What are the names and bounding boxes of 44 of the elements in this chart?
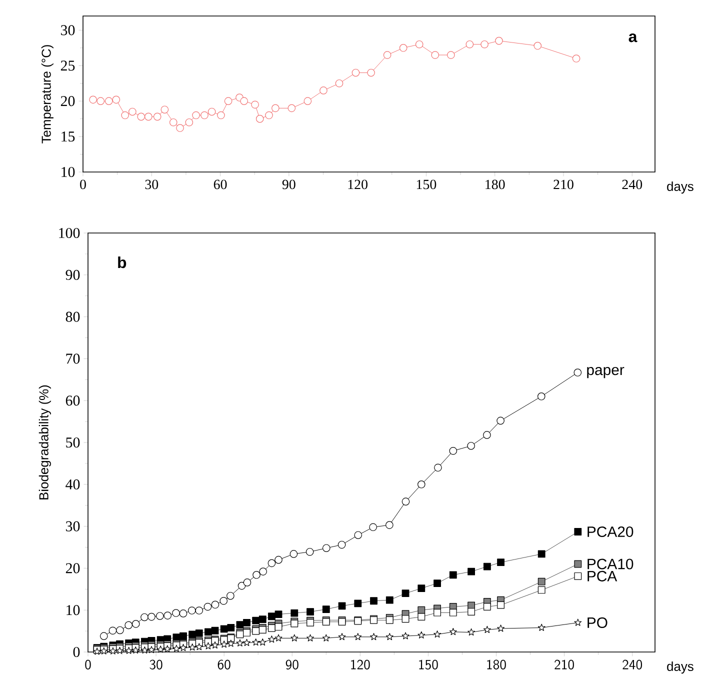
x-tick-label: 60 — [218, 660, 230, 670]
series-label: PCA20 — [588, 526, 634, 538]
series-label: PO — [588, 617, 608, 628]
y-axis-title: Temperature (°C) — [41, 45, 54, 144]
y-tick-label: 30 — [66, 521, 80, 532]
series-label: paper — [587, 366, 624, 378]
x-tick-label: 240 — [622, 180, 642, 190]
y-tick-label: 10 — [66, 605, 80, 616]
y-tick-label: 80 — [66, 312, 80, 322]
x-axis-title: days — [667, 662, 694, 674]
x-tick-label: 150 — [416, 180, 436, 190]
y-tick-label: 10 — [62, 166, 75, 178]
series-label: PCA10 — [588, 558, 634, 570]
x-tick-label: 30 — [150, 660, 162, 670]
y-tick-label: 40 — [66, 479, 80, 490]
y-tick-label: 60 — [66, 396, 80, 406]
x-tick-label: 60 — [214, 180, 227, 190]
x-tick-label: 180 — [487, 660, 506, 670]
x-tick-label: 150 — [419, 660, 438, 670]
y-tick-label: 70 — [66, 354, 80, 364]
x-tick-label: 30 — [145, 180, 158, 190]
x-tick-label: 210 — [554, 180, 574, 190]
y-tick-label: 25 — [60, 60, 75, 71]
y-tick-label: 90 — [66, 270, 80, 280]
x-tick-label: 90 — [282, 180, 296, 190]
y-tick-label: 15 — [62, 132, 75, 142]
x-tick-label: 120 — [351, 660, 370, 670]
y-tick-label: 50 — [66, 437, 80, 448]
x-tick-label: 240 — [622, 660, 642, 670]
y-tick-label: 100 — [59, 228, 80, 238]
annotation: b — [118, 256, 126, 268]
y-tick-label: 0 — [73, 646, 80, 658]
x-tick-label: 180 — [486, 180, 505, 190]
x-tick-label: 120 — [348, 180, 368, 190]
annotation: a — [628, 33, 638, 42]
y-tick-label: 30 — [61, 25, 75, 36]
series-label: PCA — [588, 570, 618, 582]
x-tick-label: 90 — [286, 660, 298, 670]
x-tick-label: 0 — [85, 660, 91, 670]
x-tick-label: 210 — [554, 660, 574, 670]
y-tick-label: 20 — [66, 563, 80, 574]
x-axis-title: days — [667, 182, 694, 194]
y-axis-title: Biodegradability (%) — [38, 385, 51, 500]
y-tick-label: 20 — [60, 96, 75, 106]
